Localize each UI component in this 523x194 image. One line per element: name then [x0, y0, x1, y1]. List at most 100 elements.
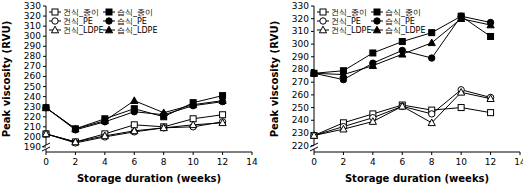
legend-marker: [320, 9, 326, 15]
legend-label: 건식_PE: [331, 17, 361, 26]
data-point: [72, 138, 79, 145]
data-point: [399, 102, 406, 109]
y-tick: [311, 94, 314, 95]
y-tick: [311, 6, 314, 7]
legend-marker: [320, 18, 326, 24]
x-tick: [46, 152, 47, 155]
x-tick: [431, 152, 432, 155]
data-point: [190, 121, 197, 128]
y-tick: [43, 16, 46, 17]
legend-label: 건식_LDPE: [331, 26, 372, 35]
panel: 2202302402502602702802903003103203300246…: [269, 1, 523, 184]
data-point: [429, 111, 435, 117]
y-tick-label: 290: [24, 41, 41, 51]
data-point: [131, 127, 138, 134]
data-point: [429, 55, 435, 61]
figure: 1902002102202302402502602702802903003103…: [0, 0, 523, 194]
y-tick-label: 250: [24, 82, 41, 92]
legend-item: 습식_종이: [371, 8, 421, 17]
data-point: [340, 71, 347, 78]
y-tick: [311, 31, 314, 32]
y-tick-label: 330: [292, 1, 309, 11]
x-tick: [252, 152, 253, 155]
data-point: [43, 131, 49, 137]
data-point: [428, 119, 435, 126]
data-point: [42, 104, 49, 111]
legend-label: 건식_PE: [63, 17, 93, 26]
data-point: [310, 132, 317, 139]
y-axis-label: Peak viscosity (RVU): [269, 21, 280, 138]
series-line: [314, 90, 491, 136]
x-tick-label: 14: [514, 157, 523, 167]
legend-marker: [106, 18, 112, 24]
series-line: [46, 115, 223, 142]
y-tick: [311, 145, 314, 146]
x-tick-label: 2: [341, 157, 347, 167]
x-tick: [193, 152, 194, 155]
data-point: [458, 15, 465, 22]
y-tick-label: 260: [292, 90, 309, 100]
y-tick-label: 300: [24, 31, 41, 41]
data-point: [488, 33, 494, 39]
data-point: [72, 139, 78, 145]
y-tick-label: 270: [292, 77, 309, 87]
data-point: [487, 95, 494, 102]
y-tick-label: 270: [24, 61, 41, 71]
data-point: [160, 109, 167, 116]
legend-item: 건식_LDPE: [49, 26, 104, 35]
series-line: [46, 96, 223, 129]
legend-item: 습식_PE: [371, 17, 415, 26]
data-point: [161, 125, 167, 131]
series-line: [46, 122, 223, 143]
legend-label: 습식_LDPE: [117, 26, 158, 35]
legend-marker: [51, 26, 58, 33]
data-point: [399, 39, 405, 45]
y-tick: [311, 56, 314, 57]
panel: 1902002102202302402502602702802903003103…: [1, 1, 258, 184]
x-tick: [134, 152, 135, 155]
y-tick-label: 230: [24, 102, 41, 112]
y-tick: [43, 126, 46, 127]
x-axis-label: Storage duration (weeks): [77, 173, 221, 184]
x-tick: [372, 152, 373, 155]
data-point: [369, 62, 376, 69]
y-tick-label: 300: [292, 39, 309, 49]
legend-marker: [105, 26, 112, 33]
data-point: [428, 39, 435, 46]
data-point: [220, 112, 226, 118]
data-point: [72, 125, 79, 132]
legend-label: 건식_종이: [63, 8, 99, 17]
legend-item: 건식_종이: [49, 8, 99, 17]
legend-item: 습식_LDPE: [103, 26, 158, 35]
legend-marker: [374, 9, 380, 15]
y-tick: [43, 76, 46, 77]
data-point: [101, 132, 108, 139]
y-tick-label: 220: [292, 141, 309, 151]
axis-break: [310, 143, 318, 147]
y-tick: [43, 56, 46, 57]
y-tick-label: 260: [24, 71, 41, 81]
legend: 건식_종이습식_종이건식_PE습식_PE건식_LDPE습식_LDPE: [317, 8, 426, 35]
x-tick: [75, 152, 76, 155]
y-tick-label: 280: [292, 64, 309, 74]
x-tick-label: 14: [246, 157, 258, 167]
y-tick: [43, 6, 46, 7]
x-axis-label: Storage duration (weeks): [345, 173, 489, 184]
data-point: [487, 94, 493, 100]
x-tick-label: 6: [399, 157, 405, 167]
legend-label: 습식_종이: [385, 8, 421, 17]
legend-marker: [52, 9, 58, 15]
data-point: [429, 30, 435, 36]
y-tick-label: 220: [24, 112, 41, 122]
x-tick: [343, 152, 344, 155]
data-point: [43, 104, 49, 110]
x-tick: [520, 152, 521, 155]
legend-item: 습식_종이: [103, 8, 153, 17]
x-tick: [163, 152, 164, 155]
y-tick: [43, 46, 46, 47]
series-line: [314, 19, 491, 75]
y-tick: [43, 146, 46, 147]
x-tick: [314, 152, 315, 155]
x-tick-label: 0: [311, 157, 317, 167]
series-line: [314, 92, 491, 135]
